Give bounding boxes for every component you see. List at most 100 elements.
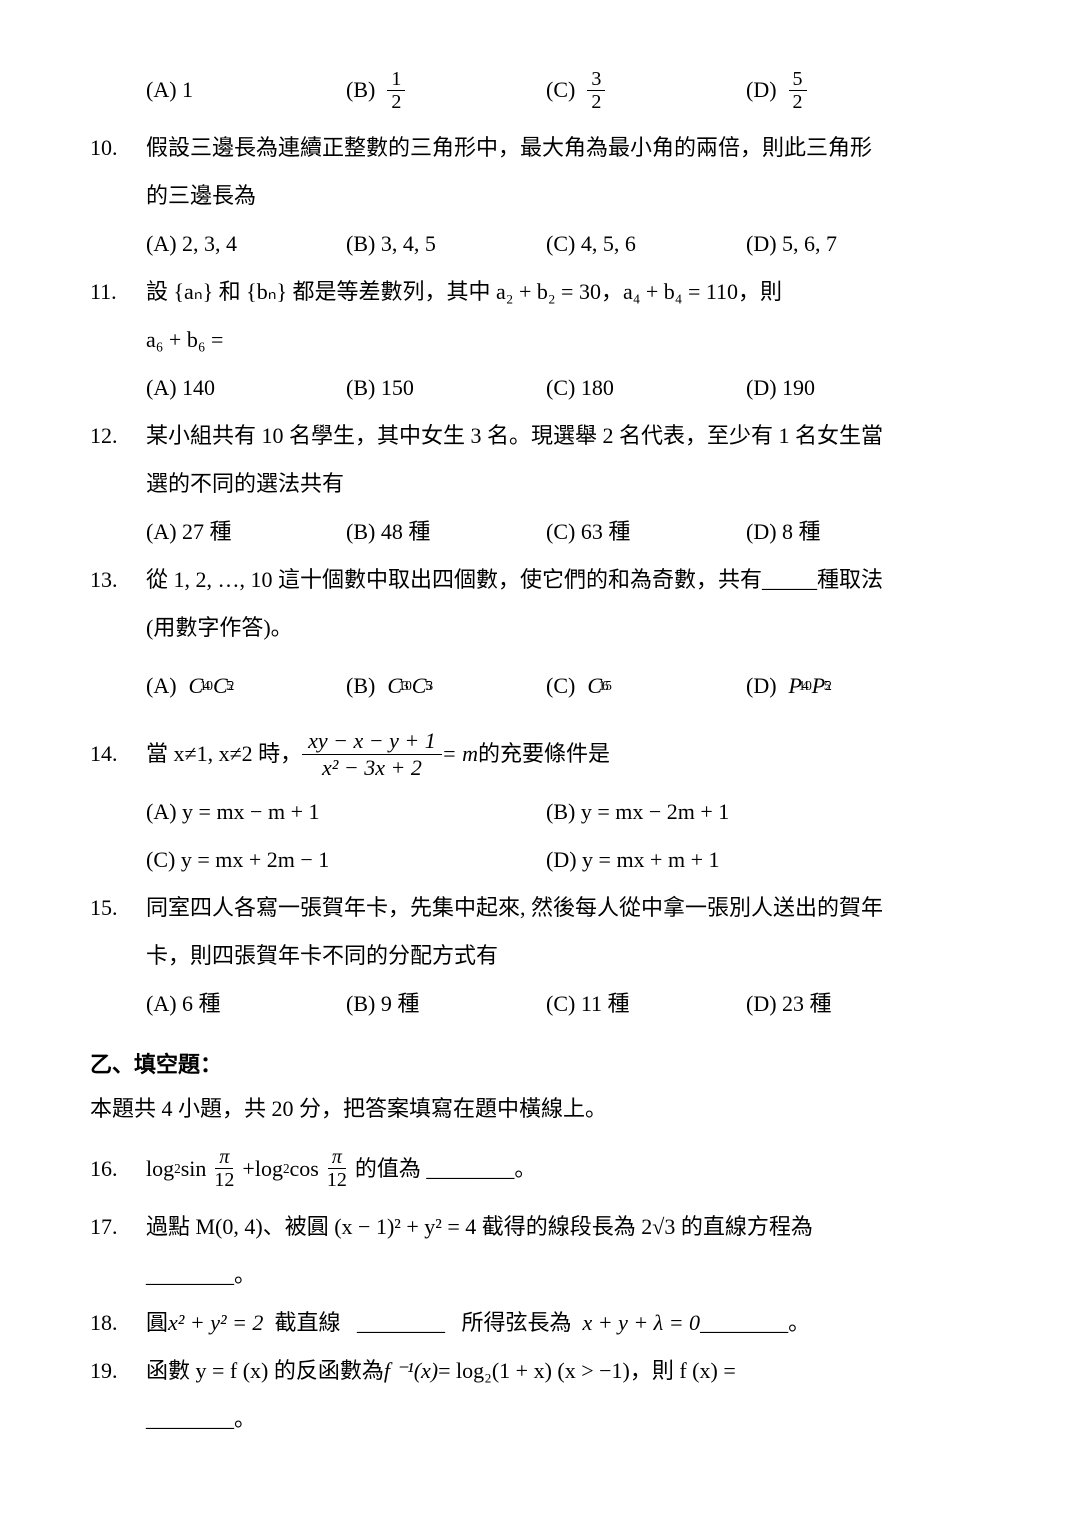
- q10-opt-D: (D) 5, 6, 7: [746, 231, 837, 257]
- q11-opt-A: (A) 140: [146, 375, 215, 401]
- q16-cos: cos: [290, 1156, 319, 1182]
- q17-line2: ________。: [90, 1255, 1008, 1295]
- q14-optrow1: (A) y = mx − m + 1 (B) y = mx − 2m + 1: [90, 792, 1008, 832]
- q12-text1: 某小組共有 10 名學生，其中女生 3 名。現選舉 2 名代表，至少有 1 名女…: [146, 423, 883, 449]
- q11-text2: a₆ + b₆ =: [146, 327, 223, 353]
- top-opt-A: (A) 1: [146, 77, 346, 103]
- q12-opt-C: (C) 63 種: [546, 519, 630, 545]
- top-opt-B: (B) 1 2: [346, 69, 546, 112]
- frac-1-2-num: 1: [387, 69, 405, 91]
- q14-optrow2: (C) y = mx + 2m − 1 (D) y = mx + m + 1: [90, 840, 1008, 880]
- q18-line-eq: x + y + λ = 0: [582, 1310, 700, 1336]
- q16-math: log2 sin π 12 + log2 cos π 12: [146, 1147, 355, 1190]
- q15-text2: 卡，則四張賀年卡不同的分配方式有: [146, 943, 498, 969]
- q10-opt-B: (B) 3, 4, 5: [346, 231, 436, 257]
- q13-number: 13.: [90, 567, 146, 593]
- q10-text1: 假設三邊長為連續正整數的三角形中，最大角為最小角的兩倍，則此三角形: [146, 135, 872, 161]
- q19-finv: f ⁻¹(x): [384, 1358, 438, 1384]
- q13-C-pre: (C): [546, 673, 575, 699]
- q13-D-p2-sub: 5: [824, 678, 831, 694]
- q15-opt-A: (A) 6 種: [146, 991, 221, 1017]
- q19-pre: 函數 y = f (x) 的反函數為: [146, 1358, 384, 1384]
- q15-line2: 卡，則四張賀年卡不同的分配方式有: [90, 936, 1008, 976]
- q10-number: 10.: [90, 135, 146, 161]
- q15-opt-B: (B) 9 種: [346, 991, 419, 1017]
- frac-1-2-den: 2: [387, 91, 405, 112]
- frac-5-2-den: 2: [789, 91, 807, 112]
- q10-opt-C: (C) 4, 5, 6: [546, 231, 636, 257]
- q12-line2: 選的不同的選法共有: [90, 464, 1008, 504]
- frac-3-2-num: 3: [587, 69, 605, 91]
- q16-frac1-den: 12: [210, 1169, 238, 1190]
- q15-line1: 15. 同室四人各寫一張賀年卡，先集中起來, 然後每人從中拿一張別人送出的賀年: [90, 888, 1008, 928]
- q19-line2: ________。: [90, 1399, 1008, 1439]
- q15-opt-D: (D) 23 種: [746, 991, 832, 1017]
- q10-options: (A) 2, 3, 4 (B) 3, 4, 5 (C) 4, 5, 6 (D) …: [90, 224, 1008, 264]
- top-opt-C: (C) 3 2: [546, 69, 746, 112]
- q12-opt-B: (B) 48 種: [346, 519, 430, 545]
- q18-number: 18.: [90, 1310, 146, 1336]
- q14-eq: = m: [442, 741, 478, 767]
- q13-line2: (用數字作答)。: [90, 608, 1008, 648]
- q10-opt-A: (A) 2, 3, 4: [146, 231, 237, 257]
- q16-log1: log: [146, 1156, 174, 1182]
- q14-opt-B: (B) y = mx − 2m + 1: [546, 799, 729, 825]
- q13-A-c1-sub: 10: [200, 678, 213, 694]
- q16-frac1: π 12: [210, 1147, 238, 1190]
- q13-B-c1-sub: 10: [399, 678, 412, 694]
- q15-options: (A) 6 種 (B) 9 種 (C) 11 種 (D) 23 種: [90, 984, 1008, 1024]
- q15-text1: 同室四人各寫一張賀年卡，先集中起來, 然後每人從中拿一張別人送出的賀年: [146, 895, 883, 921]
- q16-log1-base: 2: [174, 1161, 181, 1177]
- q16-frac2: π 12: [323, 1147, 351, 1190]
- q13-text2: (用數字作答)。: [146, 615, 293, 641]
- q14-number: 14.: [90, 741, 146, 767]
- q18-circle-eq: x² + y² = 2: [168, 1310, 263, 1336]
- q16-frac2-den: 12: [323, 1169, 351, 1190]
- q19-line1: 19. 函數 y = f (x) 的反函數為 f ⁻¹(x) = log₂(1 …: [90, 1351, 1008, 1391]
- q19-mid: = log₂(1 + x) (x > −1)，則 f (x) =: [438, 1358, 736, 1384]
- frac-5-2-num: 5: [789, 69, 807, 91]
- q18-mid: 截直線 ________ 所得弦長為: [263, 1310, 582, 1336]
- frac-5-2: 5 2: [789, 69, 807, 112]
- q14-opt-C: (C) y = mx + 2m − 1: [146, 847, 329, 873]
- q14-opt-D: (D) y = mx + m + 1: [546, 847, 720, 873]
- q16-frac1-num: π: [215, 1147, 233, 1169]
- q12-text2: 選的不同的選法共有: [146, 471, 344, 497]
- q10-line2: 的三邊長為: [90, 176, 1008, 216]
- q14-opt-A: (A) y = mx − m + 1: [146, 799, 320, 825]
- q16-frac2-num: π: [328, 1147, 346, 1169]
- frac-3-2-den: 2: [587, 91, 605, 112]
- top-options-row: (A) 1 (B) 1 2 (C) 3 2 (D) 5 2: [90, 60, 1008, 120]
- q14-post: 的充要條件是: [478, 741, 610, 767]
- q13-D-pre: (D): [746, 673, 777, 699]
- q13-A-pre: (A): [146, 673, 177, 699]
- q17-number: 17.: [90, 1214, 146, 1240]
- q13-C-c1-sub: 15: [599, 678, 612, 694]
- top-opt-D-pre: (D): [746, 77, 777, 103]
- q12-number: 12.: [90, 423, 146, 449]
- top-opt-A-text: (A) 1: [146, 77, 193, 103]
- q13-text1: 從 1, 2, …, 10 這十個數中取出四個數，使它們的和為奇數，共有____…: [146, 567, 883, 593]
- q16-plus: +: [242, 1156, 254, 1182]
- q12-opt-D: (D) 8 種: [746, 519, 821, 545]
- frac-1-2: 1 2: [387, 69, 405, 112]
- q13-B-pre: (B): [346, 673, 375, 699]
- q17-text1: 過點 M(0, 4)、被圓 (x − 1)² + y² = 4 截得的線段長為 …: [146, 1214, 813, 1240]
- top-opt-D: (D) 5 2: [746, 69, 946, 112]
- q11-text1: 設 {aₙ} 和 {bₙ} 都是等差數列，其中 a₂ + b₂ = 30，a₄ …: [146, 279, 782, 305]
- q18-tail: ________。: [700, 1310, 810, 1336]
- q13-options: (A) C410 C25 (B) C310 C35 (C) C615 (D) P…: [90, 656, 1008, 716]
- q19-text2: ________。: [146, 1406, 256, 1432]
- q14-frac-num: xy − x − y + 1: [302, 730, 442, 755]
- q12-opt-A: (A) 27 種: [146, 519, 232, 545]
- q14-line1: 14. 當 x≠1, x≠2 時， xy − x − y + 1 x² − 3x…: [90, 724, 1008, 784]
- top-opt-B-pre: (B): [346, 77, 375, 103]
- q16-number: 16.: [90, 1156, 146, 1182]
- q16-line: 16. log2 sin π 12 + log2 cos π 12 的值為 __…: [90, 1139, 1008, 1199]
- q14-pre: 當 x≠1, x≠2 時，: [146, 741, 302, 767]
- q16-log2: log: [255, 1156, 283, 1182]
- q11-opt-D: (D) 190: [746, 375, 815, 401]
- q13-B-c2-sub: 5: [425, 678, 432, 694]
- q16-sin: sin: [181, 1156, 207, 1182]
- q12-options: (A) 27 種 (B) 48 種 (C) 63 種 (D) 8 種: [90, 512, 1008, 552]
